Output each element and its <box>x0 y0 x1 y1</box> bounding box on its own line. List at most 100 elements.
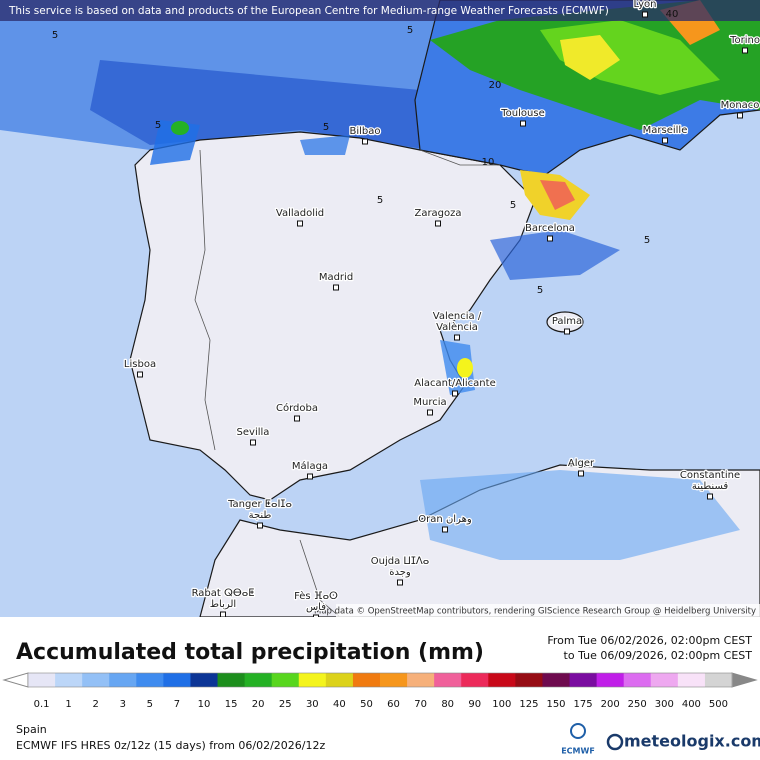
legend-label: 7 <box>174 699 180 710</box>
legend-label: 150 <box>546 699 565 710</box>
place-label: Málaga <box>292 460 328 472</box>
place-marker <box>313 614 319 617</box>
place-marker <box>707 493 713 500</box>
legend-label: 400 <box>682 699 701 710</box>
legend-swatch <box>623 673 652 687</box>
model: ECMWF IFS HRES 0z/12z (15 days) from 06/… <box>16 739 326 752</box>
place-marker <box>454 334 460 341</box>
legend-swatch <box>109 673 137 687</box>
place-marker <box>250 439 256 446</box>
place-label: Rabat ⵕⴱⴰⵟ <box>192 588 255 599</box>
place-label: Lyon <box>633 0 656 10</box>
legend-swatch <box>82 673 110 687</box>
period-to: to Tue 06/09/2026, 02:00pm CEST <box>564 649 753 662</box>
ecmwf-icon <box>570 723 586 739</box>
precip-area <box>420 470 740 560</box>
place-marker <box>737 112 743 119</box>
place-marker <box>662 137 668 144</box>
attribution-bar <box>336 604 760 617</box>
place-label: Zaragoza <box>414 208 461 219</box>
legend-swatch <box>434 673 462 687</box>
border <box>419 149 500 166</box>
place-marker <box>307 473 313 480</box>
place-marker <box>297 220 303 227</box>
contour-label: 20 <box>489 80 502 91</box>
place-marker <box>137 371 143 378</box>
place-label: Constantine <box>680 470 740 481</box>
legend-label: 30 <box>306 699 319 710</box>
legend-label: 90 <box>468 699 481 710</box>
place-label: Barcelona <box>525 223 575 234</box>
contour-label: 5 <box>644 235 650 246</box>
border <box>299 539 341 617</box>
place-marker <box>547 235 553 242</box>
place-marker <box>257 522 263 529</box>
notice-bar <box>0 0 760 21</box>
legend-swatch <box>28 673 56 687</box>
place-label: Sevilla <box>237 427 270 438</box>
legend-label: 50 <box>360 699 373 710</box>
legend-swatch <box>380 673 408 687</box>
map: This service is based on data and produc… <box>0 0 760 617</box>
contour-label: 5 <box>155 120 161 131</box>
place-marker <box>564 328 570 335</box>
place-label: Córdoba <box>276 402 318 414</box>
legend-label: 60 <box>387 699 400 710</box>
legend-swatch <box>461 673 489 687</box>
place-label: قسنطينة <box>692 481 729 492</box>
legend-swatch <box>352 673 381 687</box>
region: Spain <box>16 723 47 736</box>
legend-swatch <box>650 673 679 687</box>
notice: This service is based on data and produc… <box>8 5 609 17</box>
contour-label: 5 <box>537 285 543 296</box>
place-label: Marseille <box>643 125 688 136</box>
legend-label: 1 <box>65 699 71 710</box>
place-label: Bilbao <box>349 126 380 137</box>
legend-label: 0.1 <box>34 699 50 710</box>
legend-label: 250 <box>628 699 647 710</box>
legend-label: 175 <box>574 699 593 710</box>
legend-swatch <box>704 673 733 687</box>
title: Accumulated total precipitation (mm) <box>16 640 484 665</box>
place-marker <box>397 579 403 586</box>
meteologix-text: meteologix.com <box>624 732 760 751</box>
place-marker <box>435 220 441 227</box>
place-marker <box>642 11 648 18</box>
legend-label: 20 <box>252 699 265 710</box>
legend-label: 200 <box>601 699 620 710</box>
precip-area <box>490 230 620 280</box>
place-label: Fès ⴼⴰⵙ <box>294 590 338 602</box>
legend-swatch <box>677 673 706 687</box>
place-marker <box>742 47 748 54</box>
precip-area <box>457 358 473 378</box>
place-label: Tanger ⵟⴰⵏⵊⴰ <box>227 499 292 510</box>
place-marker <box>520 120 526 127</box>
place-label: Madrid <box>319 272 353 283</box>
borders <box>194 149 500 617</box>
precip-area <box>560 35 620 80</box>
place-label: طنجة <box>249 510 272 521</box>
place-marker <box>220 611 226 617</box>
legend-swatch <box>55 673 83 687</box>
period-from: From Tue 06/02/2026, 02:00pm CEST <box>547 634 752 647</box>
legend-label: 3 <box>120 699 126 710</box>
precip-area <box>300 135 350 155</box>
legend-label: 100 <box>492 699 511 710</box>
legend-label: 80 <box>441 699 454 710</box>
legend-swatch <box>569 673 598 687</box>
precip-area <box>540 180 575 210</box>
place-marker <box>578 470 584 477</box>
legend-end <box>731 672 758 688</box>
legend-swatch <box>244 673 273 687</box>
legend-label: 70 <box>414 699 427 710</box>
attribution: Map data © OpenStreetMap contributors, r… <box>314 607 756 617</box>
place-label: Palma <box>552 316 582 327</box>
contour-label: 5 <box>407 25 413 36</box>
legend-swatch <box>217 673 246 687</box>
legend-label: 125 <box>519 699 538 710</box>
place-marker <box>294 415 300 422</box>
legend-swatch <box>190 673 219 687</box>
contour-label: 5 <box>510 200 516 211</box>
contour-label: 5 <box>52 30 58 41</box>
